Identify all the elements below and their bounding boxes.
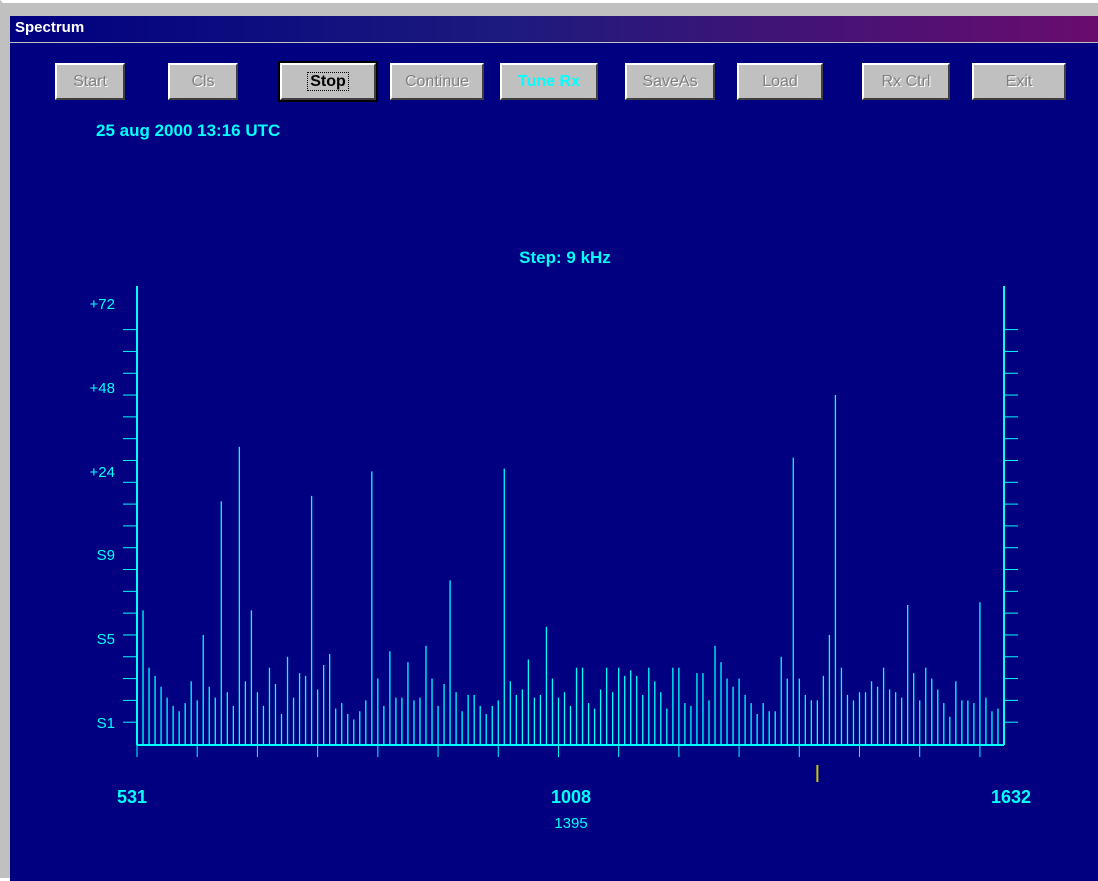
load-button[interactable]: Load	[737, 63, 823, 100]
y-tick-label-s1: S1	[97, 715, 115, 732]
exit-button[interactable]: Exit	[972, 63, 1066, 100]
spectrum-chart: Step: 9 kHz +72 +48 +24 S9 S5 S1 531 100…	[90, 248, 1031, 832]
start-button[interactable]: Start	[55, 63, 125, 100]
window-title: Spectrum	[15, 19, 85, 36]
tune-rx-button[interactable]: Tune Rx	[500, 63, 598, 100]
timestamp-label: 25 aug 2000 13:16 UTC	[96, 121, 281, 140]
rx-ctrl-button[interactable]: Rx Ctrl	[862, 63, 950, 100]
cls-button[interactable]: Cls	[168, 63, 238, 100]
chart-title: Step: 9 kHz	[519, 248, 611, 267]
y-tick-label-48: +48	[90, 380, 115, 397]
y-tick-label-24: +24	[90, 464, 115, 481]
marker-frequency-label: 1395	[554, 815, 587, 832]
x-tick-label-end: 1632	[991, 787, 1031, 807]
x-tick-label-center: 1008	[551, 787, 591, 807]
spectrum-bars	[136, 395, 1005, 744]
x-tick-label-start: 531	[117, 787, 147, 807]
y-tick-label-s5: S5	[97, 631, 115, 648]
stop-button[interactable]: Stop	[278, 61, 378, 102]
saveas-button[interactable]: SaveAs	[625, 63, 715, 100]
spectrum-client-area: Start Cls Stop Continue Tune Rx SaveAs L…	[10, 43, 1098, 881]
tuned-frequency-marker	[816, 765, 819, 782]
continue-button[interactable]: Continue	[390, 63, 484, 100]
title-bar[interactable]: Spectrum	[10, 16, 1098, 42]
y-ticks	[123, 329, 1018, 723]
x-ticks	[136, 745, 981, 757]
y-tick-label-72: +72	[90, 296, 115, 313]
y-tick-label-s9: S9	[97, 547, 115, 564]
